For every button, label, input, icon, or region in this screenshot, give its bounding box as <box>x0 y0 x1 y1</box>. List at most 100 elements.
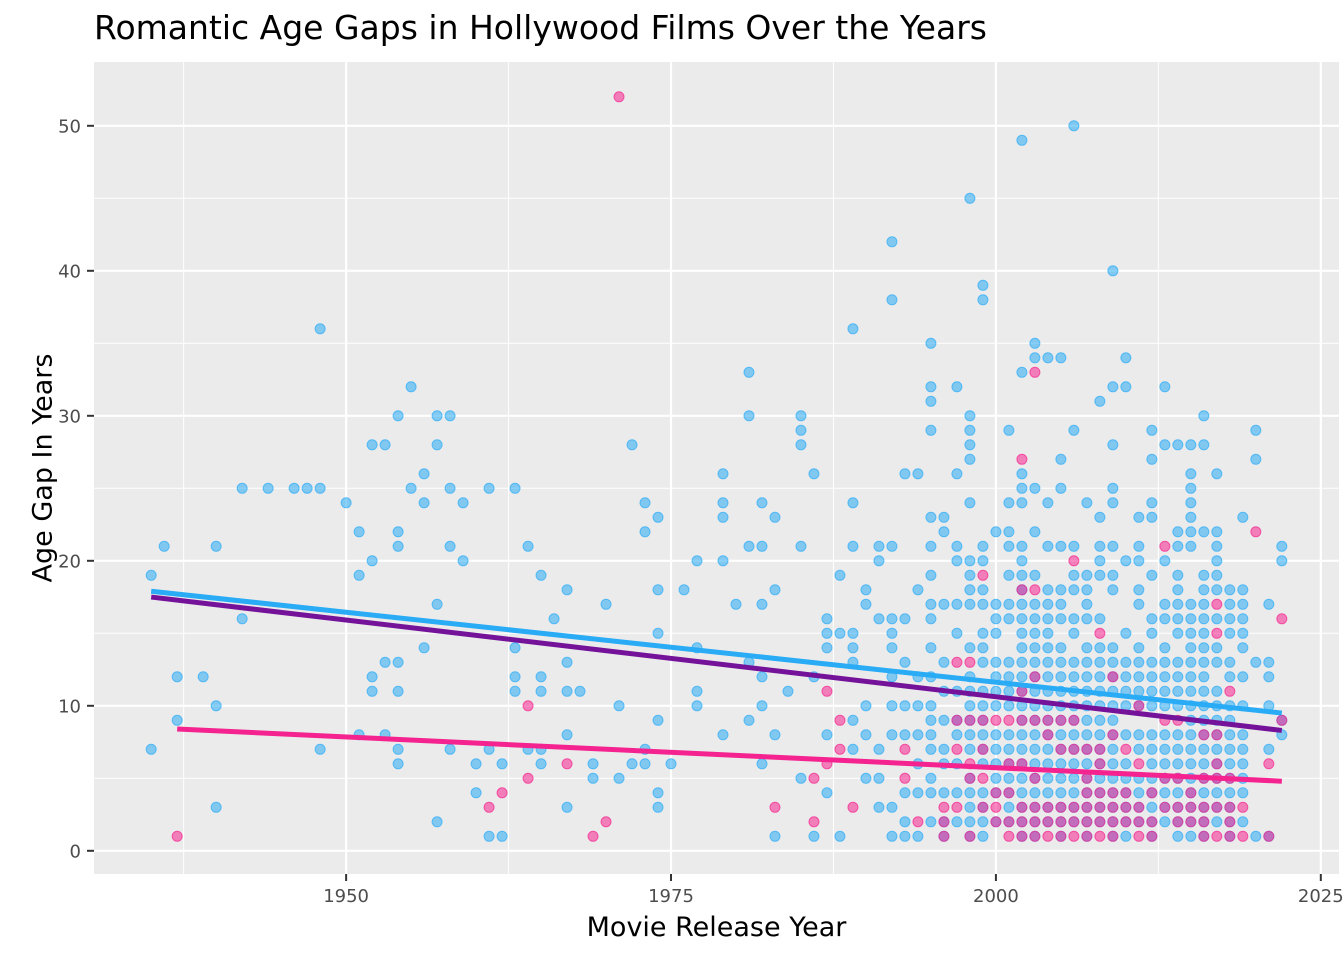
data-point <box>639 497 651 509</box>
data-point <box>1029 613 1041 625</box>
data-point <box>1029 787 1041 799</box>
data-point <box>1250 656 1262 668</box>
data-point <box>951 555 963 567</box>
data-point <box>1146 656 1158 668</box>
data-point <box>1068 424 1080 436</box>
data-point <box>1094 540 1106 552</box>
data-point <box>1146 511 1158 523</box>
data-point <box>821 642 833 654</box>
data-point <box>1042 743 1054 755</box>
data-point <box>1133 671 1145 683</box>
data-point <box>1211 569 1223 581</box>
data-point <box>418 468 430 480</box>
data-point <box>1159 758 1171 770</box>
data-point <box>1211 540 1223 552</box>
data-point <box>938 816 950 828</box>
data-point <box>1016 497 1028 509</box>
data-point <box>444 410 456 422</box>
data-point <box>964 801 976 813</box>
data-point <box>470 787 482 799</box>
data-point <box>1159 613 1171 625</box>
data-point <box>899 613 911 625</box>
data-point <box>964 700 976 712</box>
data-point <box>938 801 950 813</box>
data-point <box>769 729 781 741</box>
data-point <box>1211 743 1223 755</box>
data-point <box>1159 671 1171 683</box>
data-point <box>743 410 755 422</box>
data-point <box>1107 816 1119 828</box>
data-point <box>964 569 976 581</box>
data-point <box>925 613 937 625</box>
data-point <box>964 816 976 828</box>
data-point <box>1250 830 1262 842</box>
data-point <box>522 700 534 712</box>
data-point <box>795 772 807 784</box>
data-point <box>717 497 729 509</box>
data-point <box>1042 656 1054 668</box>
data-point <box>886 830 898 842</box>
data-point <box>860 700 872 712</box>
data-point <box>1081 816 1093 828</box>
data-point <box>392 656 404 668</box>
data-point <box>1146 743 1158 755</box>
data-point <box>691 555 703 567</box>
data-point <box>1094 671 1106 683</box>
data-point <box>1055 743 1067 755</box>
data-point <box>912 700 924 712</box>
data-point <box>535 758 547 770</box>
data-point <box>1081 729 1093 741</box>
data-point <box>847 497 859 509</box>
data-point <box>1068 656 1080 668</box>
data-point <box>925 787 937 799</box>
data-point <box>938 656 950 668</box>
data-point <box>509 482 521 494</box>
data-point <box>1211 801 1223 813</box>
data-point <box>1250 526 1262 538</box>
data-point <box>1042 801 1054 813</box>
data-point <box>808 468 820 480</box>
data-point <box>1120 830 1132 842</box>
data-point <box>990 801 1002 813</box>
data-point <box>509 671 521 683</box>
data-point <box>1133 511 1145 523</box>
data-point <box>1146 453 1158 465</box>
data-point <box>977 787 989 799</box>
data-point <box>1185 743 1197 755</box>
data-point <box>1172 685 1184 697</box>
plot-panel <box>94 62 1339 874</box>
data-point <box>743 366 755 378</box>
data-point <box>834 714 846 726</box>
data-point <box>1029 642 1041 654</box>
data-point <box>873 743 885 755</box>
data-point <box>977 729 989 741</box>
data-point <box>925 714 937 726</box>
data-point <box>1081 671 1093 683</box>
data-point <box>977 830 989 842</box>
data-point <box>379 656 391 668</box>
data-point <box>1042 352 1054 364</box>
data-point <box>899 468 911 480</box>
data-point <box>652 787 664 799</box>
data-point <box>925 540 937 552</box>
data-point <box>769 801 781 813</box>
data-point <box>1003 569 1015 581</box>
data-point <box>1003 772 1015 784</box>
data-point <box>756 671 768 683</box>
data-point <box>1133 787 1145 799</box>
data-point <box>925 569 937 581</box>
data-point <box>1068 584 1080 596</box>
data-point <box>1107 642 1119 654</box>
data-point <box>418 642 430 654</box>
data-point <box>873 801 885 813</box>
data-point <box>1263 656 1275 668</box>
data-point <box>1029 772 1041 784</box>
data-point <box>1042 714 1054 726</box>
data-point <box>847 743 859 755</box>
data-point <box>1107 729 1119 741</box>
data-point <box>912 729 924 741</box>
data-point <box>1146 801 1158 813</box>
data-point <box>808 830 820 842</box>
data-point <box>1185 627 1197 639</box>
data-point <box>1042 540 1054 552</box>
